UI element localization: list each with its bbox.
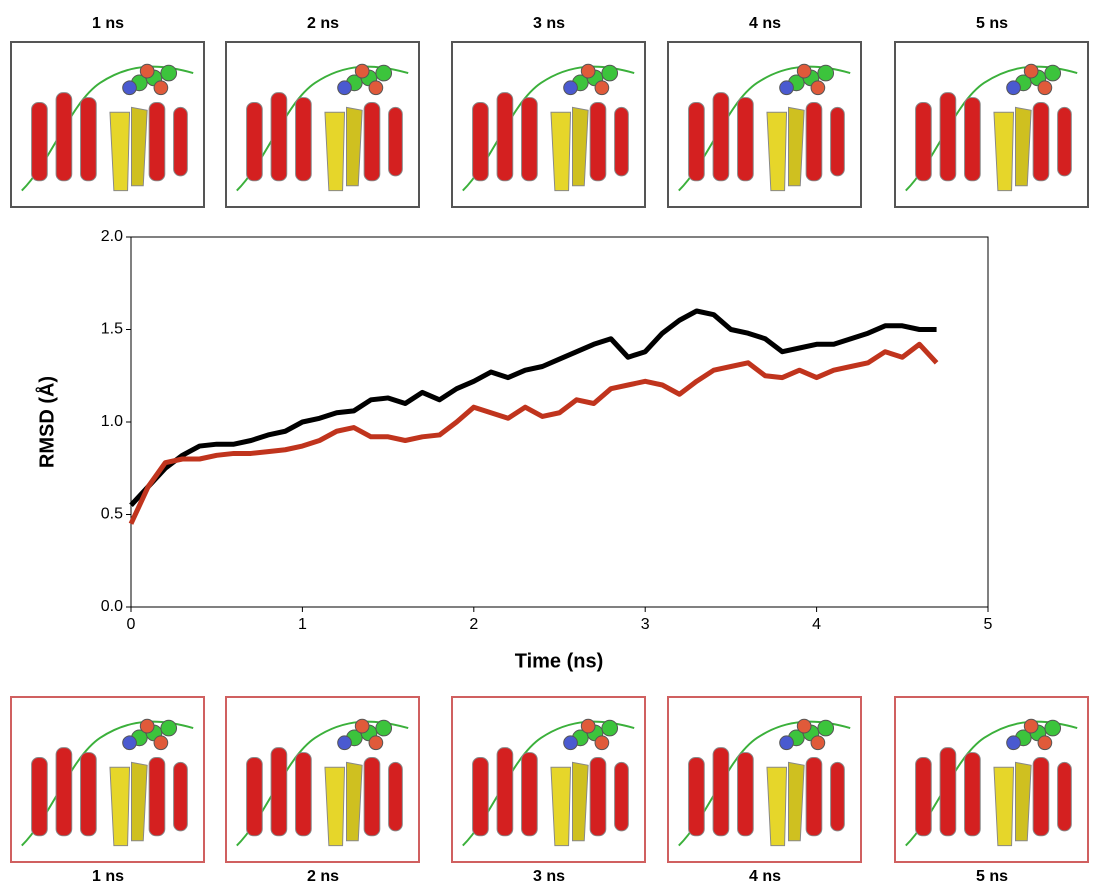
panel-label: 2 ns	[307, 15, 339, 32]
x-axis-label: Time (ns)	[515, 650, 604, 672]
panel-label: 1 ns	[92, 868, 124, 885]
panel-label: 3 ns	[533, 15, 565, 32]
y-tick-label: 0.0	[101, 598, 123, 615]
y-tick-label: 2.0	[101, 228, 123, 245]
panel-label: 4 ns	[749, 868, 781, 885]
panel-label: 5 ns	[976, 868, 1008, 885]
y-tick-label: 0.5	[101, 506, 123, 523]
y-axis-label: RMSD (Å)	[34, 376, 58, 468]
panel-label: 1 ns	[92, 15, 124, 32]
top-panels: 1 ns 2 ns 3 ns 4 ns 5 ns	[10, 15, 1089, 208]
x-tick-label: 4	[812, 616, 821, 633]
plot-frame	[130, 236, 989, 608]
bottom-panels: 1 ns 2 ns 3 ns 4 ns 5 ns	[10, 696, 1089, 885]
panel-label: 2 ns	[307, 868, 339, 885]
data-line	[129, 308, 937, 507]
x-tick-label: 2	[469, 616, 478, 633]
data-line	[128, 341, 939, 525]
panel-label: 3 ns	[533, 868, 565, 885]
panel-label: 4 ns	[749, 15, 781, 32]
x-tick-label: 3	[641, 616, 650, 633]
y-tick-label: 1.5	[101, 321, 123, 338]
x-tick-label: 1	[298, 616, 307, 633]
x-tick-label: 0	[127, 616, 136, 633]
x-tick-label: 5	[984, 616, 993, 633]
y-tick-label: 1.0	[101, 413, 123, 430]
panel-label: 5 ns	[976, 15, 1008, 32]
